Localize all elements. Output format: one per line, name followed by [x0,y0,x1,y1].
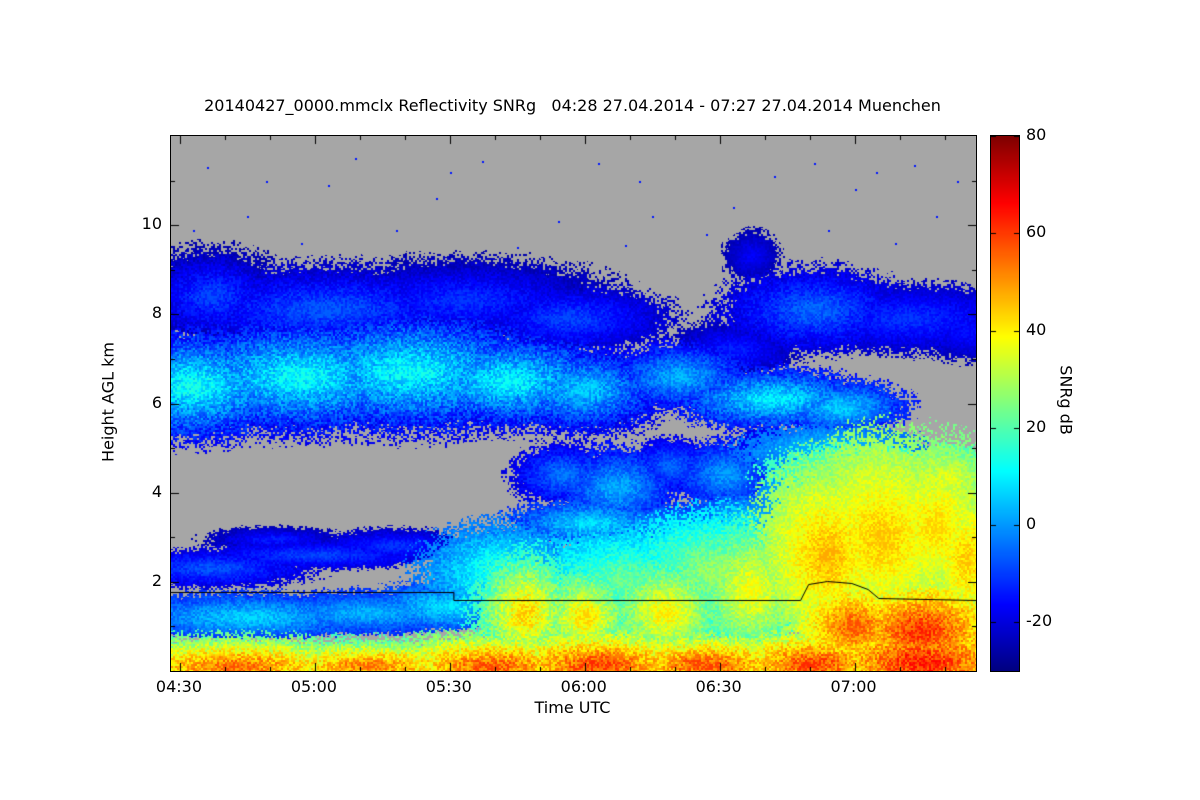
colorbar-tick-label: -20 [1026,611,1053,631]
heatmap-plot-area [170,135,977,672]
colorbar-tick-label: 40 [1026,319,1047,339]
colorbar-tick-label: 60 [1026,222,1047,242]
x-tick-label: 04:30 [155,677,203,696]
x-tick-label: 06:00 [560,677,607,696]
x-tick-label: 05:00 [290,677,337,696]
colorbar-tick-label: 0 [1026,514,1037,534]
heatmap-canvas [171,136,976,671]
x-axis-label: Time UTC [534,698,611,717]
chart-title: 20140427_0000.mmclx Reflectivity SNRg 04… [204,96,941,115]
x-tick-label: 07:00 [830,677,877,696]
colorbar-tick-label: 20 [1026,416,1047,436]
x-tick-label: 06:30 [695,677,742,696]
colorbar-canvas [991,136,1019,671]
y-tick-label: 2 [151,570,162,590]
y-axis-label: Height AGL km [98,342,118,462]
y-tick-label: 10 [141,214,162,234]
y-tick-label: 8 [151,303,162,323]
y-tick-label: 6 [151,392,162,412]
colorbar-tick-label: 80 [1026,125,1047,144]
x-tick-label: 05:30 [425,677,472,696]
colorbar [990,135,1020,672]
y-tick-label: 4 [151,481,162,501]
